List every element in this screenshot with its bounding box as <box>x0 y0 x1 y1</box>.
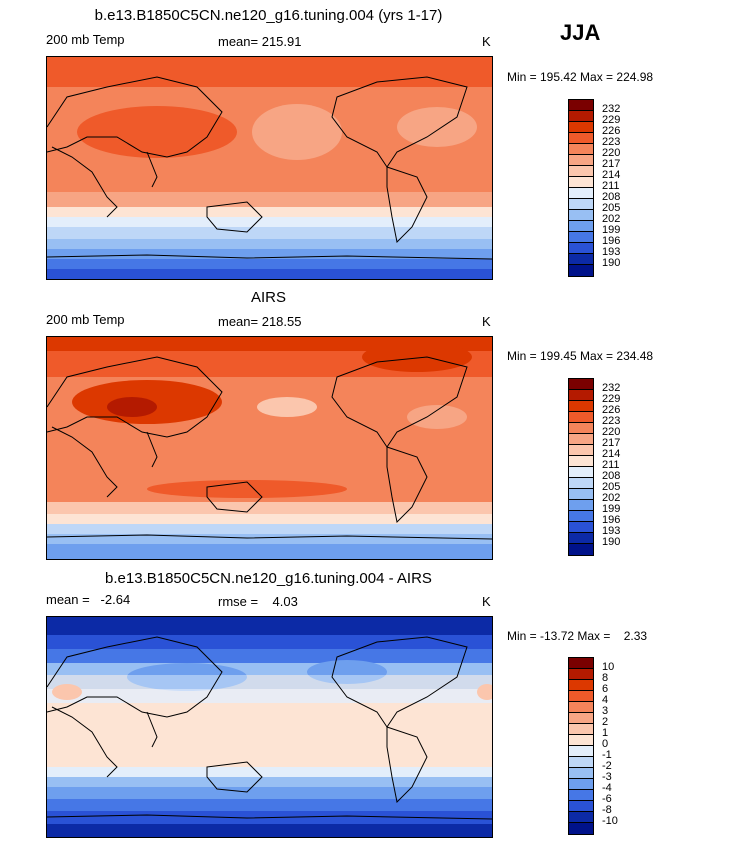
cb2-label: 232 <box>602 382 621 394</box>
cb2-label: 202 <box>602 492 621 504</box>
panel-3-units: K <box>482 594 491 609</box>
panel-2-center-label: mean= 218.55 <box>218 314 302 329</box>
cb2-box-15 <box>568 543 594 556</box>
cb1-label: 220 <box>602 147 621 159</box>
cb2-label: 196 <box>602 514 621 526</box>
cb2-label: 211 <box>602 459 620 471</box>
panel-2-title: AIRS <box>250 289 286 306</box>
panel-3-minmax: Min = -13.72 Max = 2.33 <box>507 629 648 643</box>
cb2-label: 217 <box>602 437 621 449</box>
cb3-label: 1 <box>602 727 609 739</box>
cb1-label: 217 <box>602 158 621 170</box>
cb3-label: 6 <box>602 683 609 695</box>
cb1-label: 229 <box>602 114 621 126</box>
panel-1-minmax: Min = 195.42 Max = 224.98 <box>507 70 654 84</box>
panel-2-left-label: 200 mb Temp <box>46 312 125 327</box>
panel-1-center-label: mean= 215.91 <box>218 34 302 49</box>
cb2-label: 226 <box>602 404 621 416</box>
cb1-label: 199 <box>602 224 621 236</box>
panel-3-map-svg <box>47 617 492 837</box>
cb2-label: 229 <box>602 393 621 405</box>
panel-1-map-svg <box>47 57 492 279</box>
cb1-label: 214 <box>602 169 621 181</box>
cb2-label: 205 <box>602 481 621 493</box>
season-label: JJA <box>560 20 601 45</box>
cb3-label: 8 <box>602 672 609 684</box>
cb1-label: 223 <box>602 136 621 148</box>
cb2-label: 223 <box>602 415 621 427</box>
cb1-label: 193 <box>602 246 621 258</box>
panel-1-left-label: 200 mb Temp <box>46 32 125 47</box>
panel-2-units: K <box>482 314 491 329</box>
panel-1-title: b.e13.B1850C5CN.ne120_g16.tuning.004 (yr… <box>94 7 443 24</box>
cb3-label: 2 <box>602 716 609 728</box>
cb3-label: 3 <box>602 705 609 717</box>
cb3-label: -2 <box>602 760 612 772</box>
cb1-label: 196 <box>602 235 621 247</box>
cb1-label: 211 <box>602 180 620 192</box>
panel-2-colorbar: 232 229 226 223 220 217 214 211 208 205 … <box>568 378 628 556</box>
panel-3-center-label: rmse = 4.03 <box>218 594 298 609</box>
cb1-label: 226 <box>602 125 621 137</box>
cb1-label: 202 <box>602 213 621 225</box>
cb3-label: 0 <box>602 738 609 750</box>
cb3-label: 10 <box>602 661 615 673</box>
cb1-label: 232 <box>602 103 621 115</box>
panel-3-left-label: mean = -2.64 <box>46 592 131 607</box>
panel-3-title: b.e13.B1850C5CN.ne120_g16.tuning.004 - A… <box>105 570 432 587</box>
cb2-label: 193 <box>602 525 621 537</box>
panel-2-map-svg <box>47 337 492 559</box>
panel-2-minmax: Min = 199.45 Max = 234.48 <box>507 349 654 363</box>
panel-3-colorbar: 10 8 6 4 3 2 1 0 -1 -2 -3 -4 -6 -8 -10 <box>568 657 628 835</box>
cb3-label: -6 <box>602 793 612 805</box>
panel-2-map <box>46 336 493 560</box>
cb2-label: 220 <box>602 426 621 438</box>
cb1-label: 208 <box>602 191 621 203</box>
cb3-label: -1 <box>602 749 612 761</box>
cb3-label: -10 <box>602 815 618 827</box>
cb3-box-15 <box>568 822 594 835</box>
cb1-label: 190 <box>602 257 621 269</box>
cb2-label: 190 <box>602 536 621 548</box>
cb1-label: 205 <box>602 202 621 214</box>
cb3-label: -8 <box>602 804 612 816</box>
panel-1-units: K <box>482 34 491 49</box>
cb1-box-15 <box>568 264 594 277</box>
panel-1-map <box>46 56 493 280</box>
cb2-label: 208 <box>602 470 621 482</box>
cb3-label: -4 <box>602 782 612 794</box>
cb2-label: 199 <box>602 503 621 515</box>
cb3-label: -3 <box>602 771 612 783</box>
panel-3-map <box>46 616 493 838</box>
cb2-label: 214 <box>602 448 621 460</box>
cb3-label: 4 <box>602 694 609 706</box>
panel-1-colorbar: 232 229 226 223 220 217 214 211 208 205 … <box>568 99 628 277</box>
